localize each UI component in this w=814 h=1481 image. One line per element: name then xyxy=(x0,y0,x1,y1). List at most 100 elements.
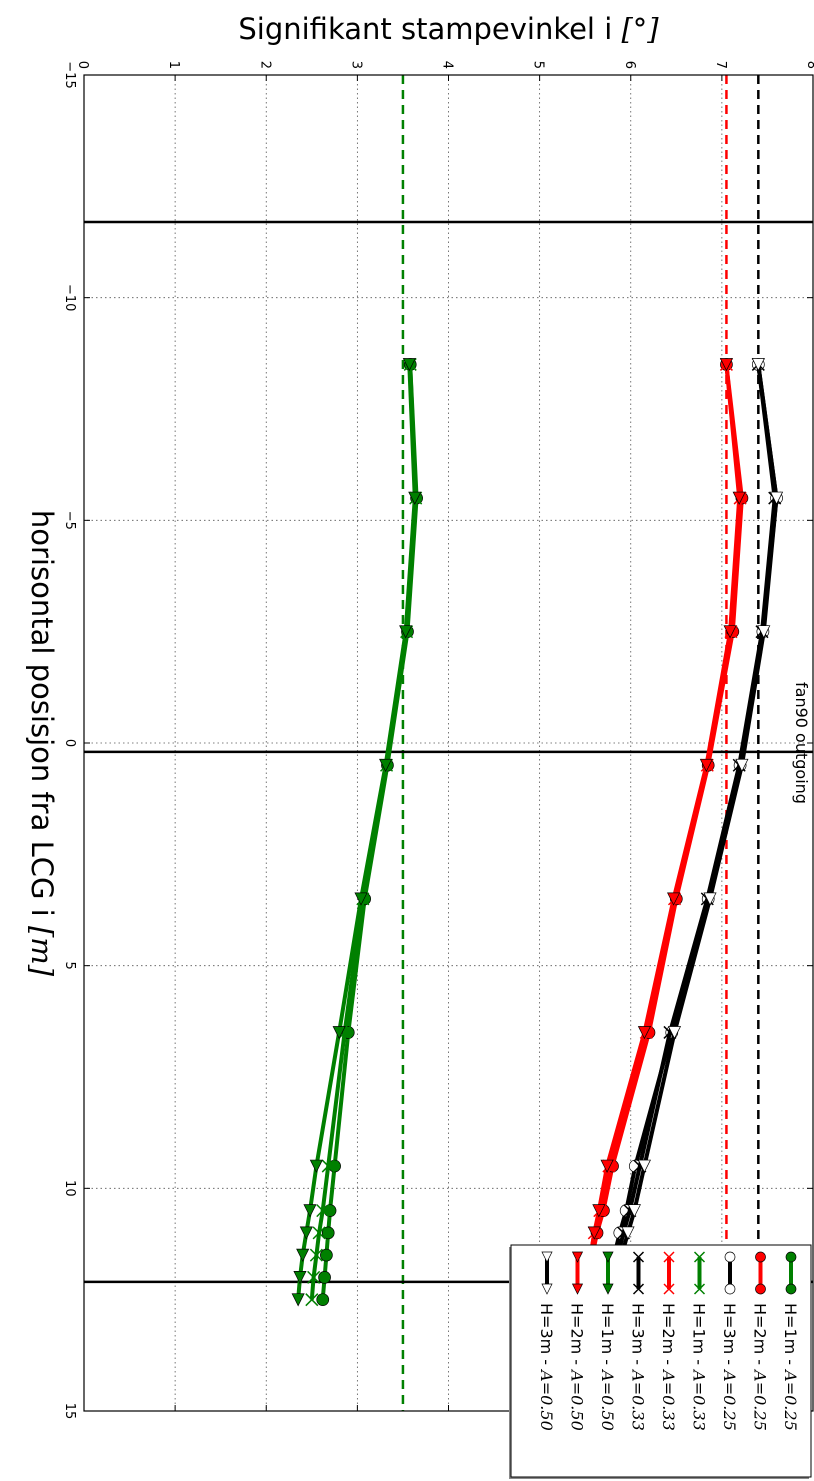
data-point xyxy=(724,1251,736,1263)
legend-label-text: H=1m - xyxy=(690,1303,709,1370)
data-point xyxy=(305,1293,319,1307)
legend-label: H=2m - A=0.50 xyxy=(568,1303,587,1431)
data-point xyxy=(299,1226,313,1240)
data-point xyxy=(663,1251,675,1263)
data-point xyxy=(316,1293,330,1307)
legend-label-text: H=3m - xyxy=(537,1303,556,1370)
y-tick-label: 5 xyxy=(531,61,546,69)
x-tick-label: 15 xyxy=(62,1403,77,1420)
data-point xyxy=(621,1226,635,1240)
x-axis-label-text: horisontal posisjon fra LCG i xyxy=(25,510,59,926)
data-point xyxy=(667,1026,682,1040)
x-tick-label: 10 xyxy=(62,1180,77,1197)
legend-entry: H=1m - A=0.33 xyxy=(690,1251,709,1431)
y-tick-label: 3 xyxy=(348,61,363,69)
legend-label: H=3m - A=0.50 xyxy=(537,1303,556,1431)
data-point xyxy=(627,1204,641,1218)
data-point xyxy=(296,1248,310,1262)
data-point-stroke xyxy=(632,1251,645,1263)
data-point-stroke xyxy=(693,1251,706,1263)
legend-label-math: A=0.25 xyxy=(720,1368,739,1431)
y-tick-label: 4 xyxy=(440,61,455,69)
data-point xyxy=(600,1159,614,1173)
data-point xyxy=(637,1026,651,1040)
data-point xyxy=(399,625,413,639)
data-point xyxy=(693,1283,706,1295)
x-tick-label: 0 xyxy=(62,739,77,747)
data-point xyxy=(632,1283,645,1295)
data-point xyxy=(693,1251,706,1263)
legend-entry: H=2m - A=0.33 xyxy=(659,1251,678,1431)
x-tick-label: 5 xyxy=(62,962,77,970)
data-point xyxy=(318,1271,331,1284)
data-point xyxy=(332,1026,346,1040)
legend-label-math: A=0.25 xyxy=(751,1368,770,1431)
legend-label: H=3m - A=0.33 xyxy=(629,1303,648,1431)
data-point xyxy=(541,1251,553,1263)
data-point xyxy=(667,892,681,906)
legend-label: H=1m - A=0.50 xyxy=(598,1303,617,1431)
legend-label-text: H=3m - xyxy=(629,1303,648,1370)
data-point-stroke xyxy=(309,1248,323,1262)
data-point xyxy=(571,1251,584,1263)
reference-lines xyxy=(84,75,813,1411)
legend-label: H=2m - A=0.33 xyxy=(659,1303,678,1431)
data-point xyxy=(755,1251,766,1263)
x-tick-label: −10 xyxy=(62,284,77,311)
data-point xyxy=(309,1159,323,1173)
legend-entry: H=3m - A=0.25 xyxy=(720,1251,739,1431)
y-tick-label: 2 xyxy=(257,61,272,69)
legend: H=1m - A=0.25H=2m - A=0.25H=3m - A=0.25H… xyxy=(509,1244,812,1479)
legend-label: H=1m - A=0.33 xyxy=(690,1303,709,1431)
data-point xyxy=(303,1204,317,1218)
data-point xyxy=(541,1283,553,1295)
data-point xyxy=(312,1226,326,1240)
legend-label-text: H=2m - xyxy=(751,1303,770,1370)
data-point xyxy=(354,892,368,906)
legend-entry: H=3m - A=0.33 xyxy=(629,1251,648,1431)
x-tick-label: −15 xyxy=(62,61,77,88)
data-point xyxy=(316,1204,330,1218)
data-point-stroke xyxy=(693,1283,706,1295)
data-point xyxy=(379,758,393,773)
x-tick-label: −5 xyxy=(62,511,77,530)
legend-label-math: A=0.50 xyxy=(537,1368,556,1431)
data-point xyxy=(307,1270,321,1284)
data-point xyxy=(571,1283,584,1295)
data-point xyxy=(321,1159,335,1173)
data-point xyxy=(602,1283,614,1295)
x-axis-label-unit: [m] xyxy=(25,926,59,977)
data-point-stroke xyxy=(663,1283,675,1295)
y-tick-label: 8 xyxy=(804,61,814,69)
data-point xyxy=(408,491,422,505)
data-point xyxy=(637,1159,651,1173)
legend-label: H=3m - A=0.25 xyxy=(720,1303,739,1431)
figure: −15 −10 −5 0 5 10 15 0 1 2 3 4 5 6 7 8 fan90 outgoing h… xyxy=(25,12,814,1479)
data-point-stroke xyxy=(307,1270,321,1284)
data-point xyxy=(751,358,765,372)
data-point xyxy=(320,1248,333,1262)
legend-entry: H=1m - A=0.25 xyxy=(781,1251,800,1431)
legend-label-text: H=2m - xyxy=(568,1303,587,1370)
legend-label-text: H=2m - xyxy=(659,1303,678,1370)
y-tick-label: 1 xyxy=(166,61,181,69)
legend-entry: H=3m - A=0.50 xyxy=(537,1251,556,1431)
data-point xyxy=(703,892,717,906)
legend-box xyxy=(510,1244,812,1478)
legend-label-math: A=0.50 xyxy=(598,1368,617,1431)
legend-entry: H=2m - A=0.50 xyxy=(568,1251,587,1431)
y-axis-label: Signifikant stampevinkel i [°] xyxy=(238,12,659,46)
data-point xyxy=(757,625,771,639)
data-point xyxy=(735,758,749,773)
y-axis-label-unit: [°] xyxy=(621,12,659,46)
data-point xyxy=(719,358,733,372)
legend-label: H=2m - A=0.25 xyxy=(751,1303,770,1431)
y-axis-label-text: Signifikant stampevinkel i xyxy=(238,12,621,46)
grid-layer xyxy=(84,75,813,1411)
data-point xyxy=(321,1226,335,1240)
data-point xyxy=(723,625,737,639)
y-tick-label: 7 xyxy=(713,61,728,69)
data-point xyxy=(632,1251,645,1263)
tick-labels: −15 −10 −5 0 5 10 15 0 1 2 3 4 5 6 7 8 xyxy=(62,61,814,1420)
